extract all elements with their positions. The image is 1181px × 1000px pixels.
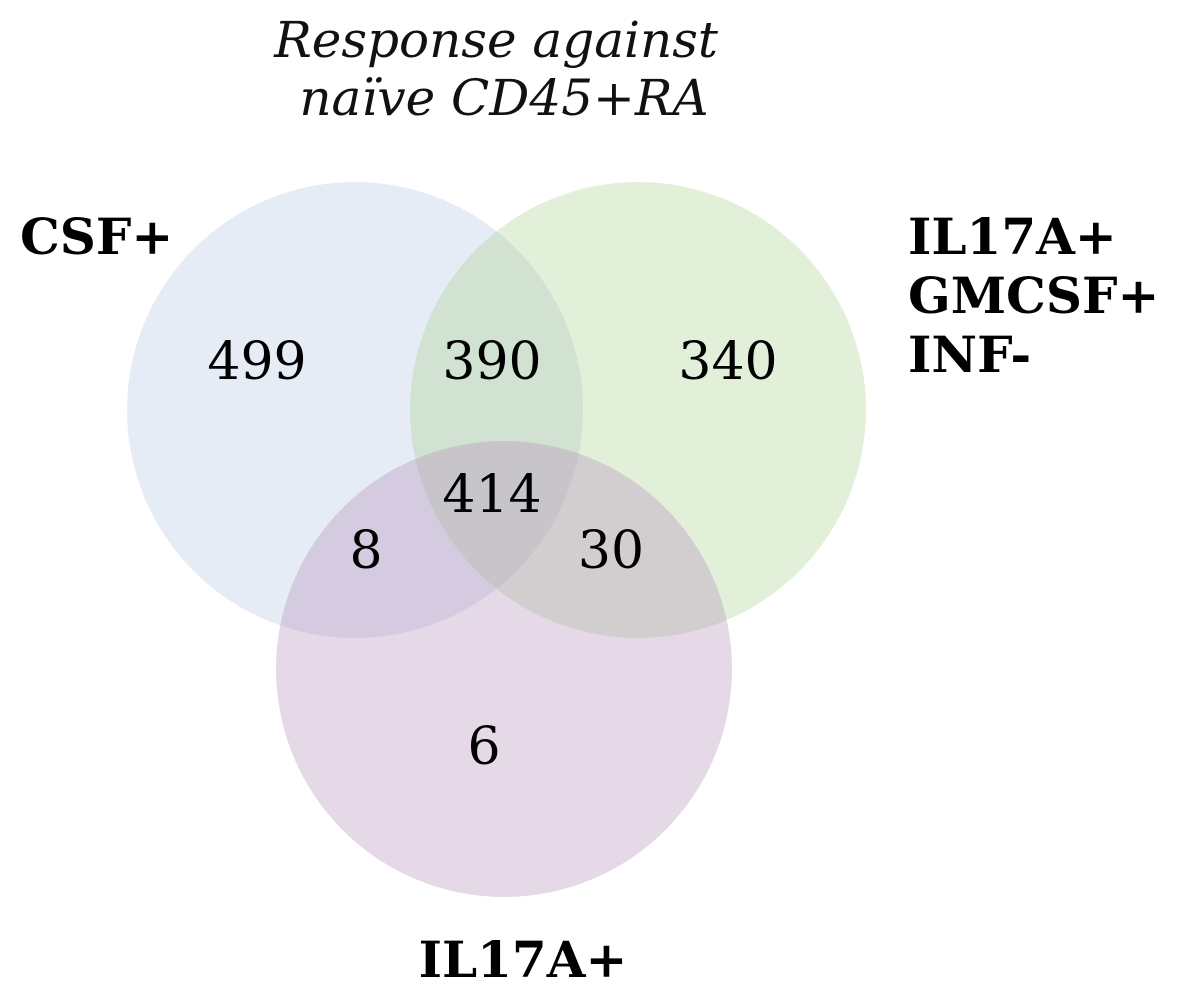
title-line-1: Response against xyxy=(273,11,719,69)
region-value-csf-and-il17a: 8 xyxy=(349,521,382,581)
set-label-csf: CSF+ xyxy=(20,207,173,266)
set-label-b-line-1: IL17A+ xyxy=(908,207,1117,266)
set-circle-il17a xyxy=(276,441,732,897)
region-value-il17a-only: 6 xyxy=(467,717,500,777)
region-value-csf-and-b: 390 xyxy=(442,332,541,392)
region-value-csf-only: 499 xyxy=(207,332,306,392)
set-label-il17a-gmcsf-inf: IL17A+ GMCSF+ INF- xyxy=(908,207,1177,384)
region-value-b-only: 340 xyxy=(678,332,777,392)
set-label-b-line-3: INF- xyxy=(908,325,1031,384)
set-label-il17a: IL17A+ xyxy=(419,930,628,989)
diagram-title: Response against naïve CD45+RA xyxy=(273,11,734,127)
set-label-c-line-1: IL17A+ xyxy=(419,930,628,989)
region-value-all-three: 414 xyxy=(442,465,541,525)
set-circle-il17a-gmcsf-inf xyxy=(410,182,866,638)
set-label-csf-line-1: CSF+ xyxy=(20,207,173,266)
title-line-2: naïve CD45+RA xyxy=(299,69,708,127)
region-value-b-and-il17a: 30 xyxy=(578,521,644,581)
set-circle-csf xyxy=(127,182,583,638)
set-label-b-line-2: GMCSF+ xyxy=(908,266,1159,325)
